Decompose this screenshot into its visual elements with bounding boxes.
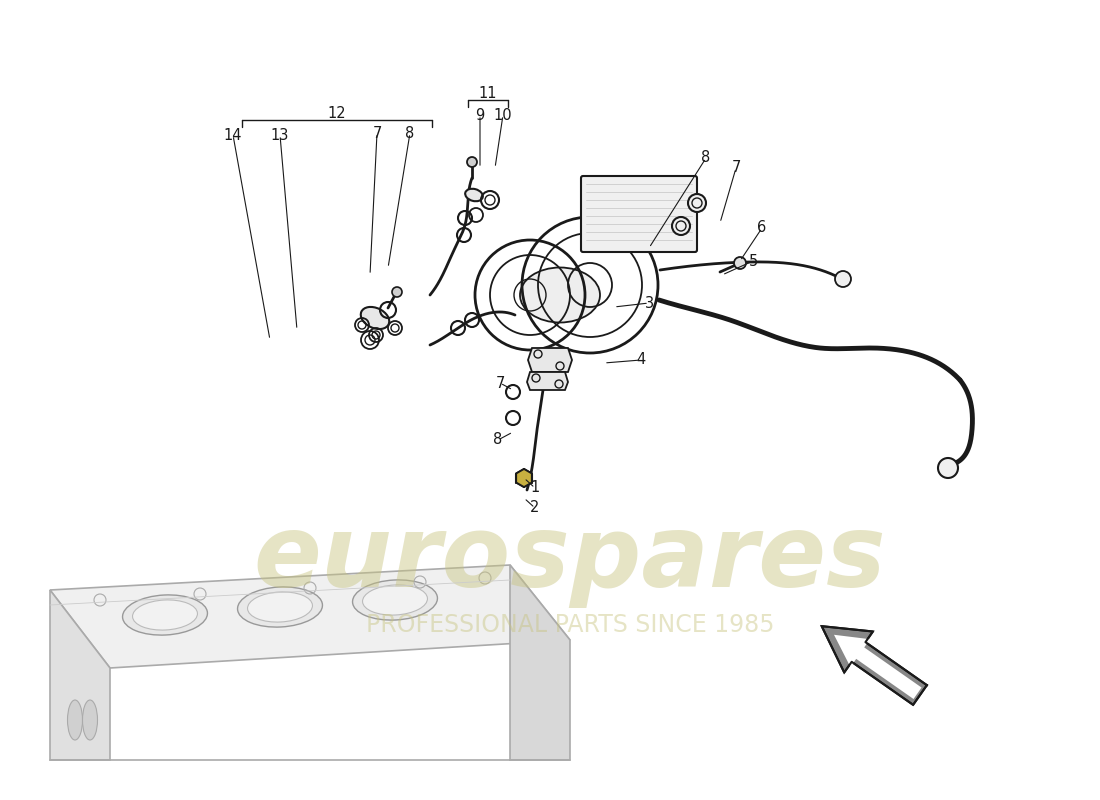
- Ellipse shape: [132, 600, 198, 630]
- Polygon shape: [528, 348, 572, 372]
- FancyBboxPatch shape: [581, 176, 697, 252]
- Circle shape: [468, 157, 477, 167]
- Polygon shape: [516, 469, 531, 487]
- Ellipse shape: [363, 585, 428, 615]
- Circle shape: [392, 287, 402, 297]
- Circle shape: [938, 458, 958, 478]
- Polygon shape: [527, 372, 568, 390]
- Circle shape: [734, 257, 746, 269]
- Ellipse shape: [248, 592, 312, 622]
- Text: 8: 8: [406, 126, 415, 141]
- Polygon shape: [50, 590, 110, 760]
- Text: 11: 11: [478, 86, 497, 101]
- Polygon shape: [834, 634, 922, 699]
- Polygon shape: [822, 626, 927, 705]
- Text: 6: 6: [758, 221, 767, 235]
- Text: 12: 12: [328, 106, 346, 121]
- Ellipse shape: [361, 307, 389, 329]
- Text: 10: 10: [494, 107, 513, 122]
- Ellipse shape: [465, 189, 483, 202]
- Text: 2: 2: [530, 501, 540, 515]
- Text: 7: 7: [495, 375, 505, 390]
- Ellipse shape: [82, 700, 98, 740]
- Text: 8: 8: [494, 433, 503, 447]
- Text: PROFESSIONAL PARTS SINCE 1985: PROFESSIONAL PARTS SINCE 1985: [365, 613, 774, 637]
- Ellipse shape: [520, 267, 600, 322]
- Circle shape: [672, 217, 690, 235]
- Text: 7: 7: [372, 126, 382, 141]
- Text: 14: 14: [223, 127, 242, 142]
- Text: 7: 7: [732, 161, 740, 175]
- Text: 1: 1: [530, 481, 540, 495]
- Ellipse shape: [238, 587, 322, 627]
- Circle shape: [688, 194, 706, 212]
- Polygon shape: [50, 565, 570, 668]
- Circle shape: [835, 271, 851, 287]
- Ellipse shape: [67, 700, 82, 740]
- Polygon shape: [510, 565, 570, 760]
- Text: 8: 8: [702, 150, 711, 166]
- Text: 3: 3: [645, 295, 653, 310]
- Text: eurospares: eurospares: [254, 511, 887, 609]
- Text: 4: 4: [637, 353, 646, 367]
- Ellipse shape: [122, 595, 208, 635]
- Text: 5: 5: [748, 254, 758, 269]
- Ellipse shape: [352, 580, 438, 620]
- Text: 13: 13: [271, 127, 289, 142]
- Text: 9: 9: [475, 107, 485, 122]
